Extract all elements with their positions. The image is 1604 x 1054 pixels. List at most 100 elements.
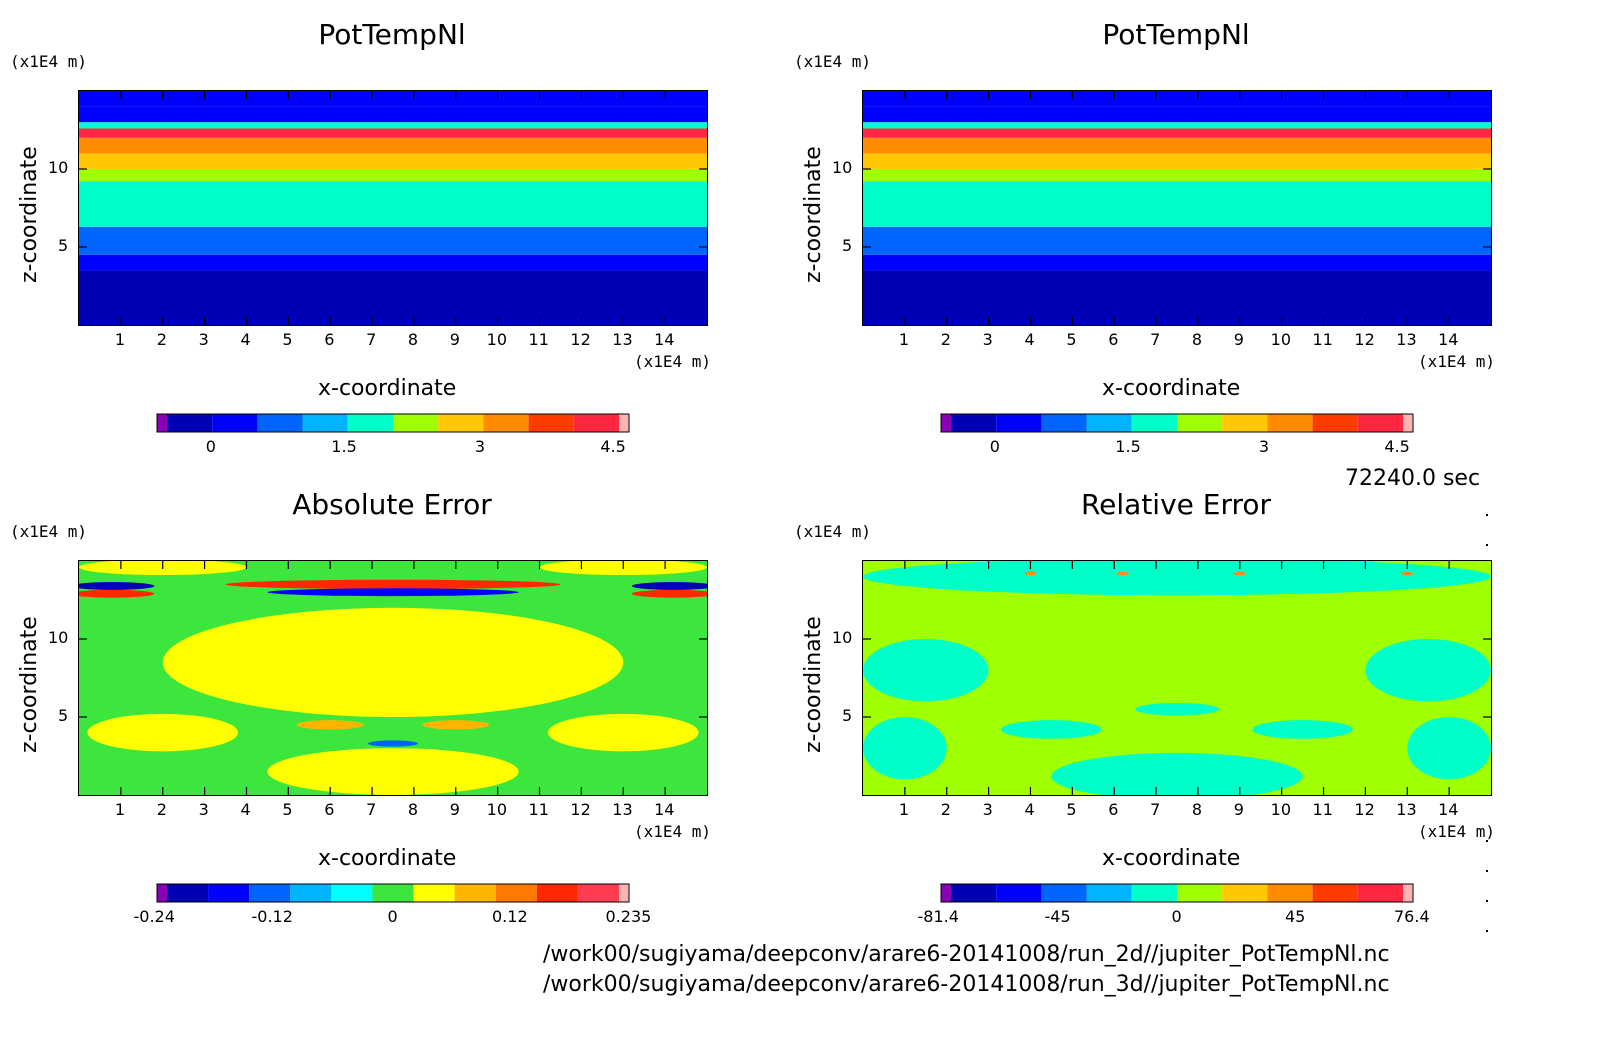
x-tick-label: 4 xyxy=(240,330,251,349)
x-axis-label: x-coordinate xyxy=(1102,846,1241,871)
chart-title: PotTempNl xyxy=(318,18,466,51)
margin-dot xyxy=(1486,870,1488,872)
y-tick-label: 5 xyxy=(842,236,853,255)
x-tick-label: 3 xyxy=(198,330,209,349)
heatmap-band xyxy=(863,122,1491,129)
margin-dot xyxy=(1486,514,1488,516)
colorbar-segment xyxy=(454,884,496,902)
x-tick-label: 5 xyxy=(1066,800,1077,819)
heatmap-band xyxy=(863,254,1491,271)
heatmap-region xyxy=(1407,717,1491,780)
colorbar-segment xyxy=(1131,414,1177,432)
heatmap-region xyxy=(267,588,519,597)
x-tick-label: 12 xyxy=(570,330,591,349)
margin-dot xyxy=(1486,840,1488,842)
x-tick-label: 3 xyxy=(198,800,209,819)
heatmap-band xyxy=(79,122,707,129)
heatmap-region xyxy=(547,713,699,752)
x-axis-unit: (x1E4 m) xyxy=(1418,352,1496,371)
y-tick-label: 10 xyxy=(832,158,853,177)
colorbar-segment xyxy=(1041,414,1087,432)
x-tick-label: 2 xyxy=(156,330,167,349)
y-tick-label: 5 xyxy=(842,706,853,725)
x-tick-label: 10 xyxy=(486,800,508,819)
colorbar-label: 0 xyxy=(1171,907,1182,926)
heatmap-band xyxy=(863,137,1491,154)
x-tick-label: 9 xyxy=(1233,800,1244,819)
x-tick-label: 5 xyxy=(282,800,293,819)
colorbar-segment xyxy=(951,414,997,432)
colorbar-border xyxy=(940,413,1414,433)
colorbar-segment xyxy=(1357,884,1403,902)
colorbar-label: 0.12 xyxy=(492,907,528,926)
heatmap-region xyxy=(1400,571,1414,576)
x-tick-label: 8 xyxy=(407,800,419,819)
heatmap-region xyxy=(1024,571,1037,576)
x-tick-label: 9 xyxy=(449,330,460,349)
colorbar-segment xyxy=(1267,884,1313,902)
colorbar-segment xyxy=(996,884,1042,902)
heatmap-band xyxy=(79,128,707,138)
colorbar-segment xyxy=(1222,884,1268,902)
x-tick-label: 11 xyxy=(1312,800,1333,819)
heatmap-band xyxy=(79,226,707,255)
heatmap-region xyxy=(367,740,419,747)
heatmap-region xyxy=(1135,702,1219,716)
colorbar-segment xyxy=(1403,884,1413,902)
colorbar-border xyxy=(156,413,630,433)
colorbar xyxy=(156,413,630,433)
y-axis-label: z-coordinate xyxy=(801,146,826,283)
x-tick-label: 7 xyxy=(1150,330,1161,349)
colorbar-segment xyxy=(331,884,373,902)
x-tick-label: 13 xyxy=(1396,800,1417,819)
x-tick-label: 2 xyxy=(940,800,951,819)
colorbar-segment xyxy=(483,414,529,432)
y-axis-unit: (x1E4 m) xyxy=(794,52,872,71)
heatmap-region xyxy=(1051,752,1303,795)
heatmap-region xyxy=(863,561,1491,596)
x-tick-label: 13 xyxy=(612,330,633,349)
colorbar-label: 3 xyxy=(1258,437,1269,456)
x-tick-label: 12 xyxy=(1354,330,1375,349)
heatmap-band xyxy=(863,106,1491,123)
colorbar-segment xyxy=(1041,884,1087,902)
colorbar-segment xyxy=(536,884,578,902)
colorbar-label: 3 xyxy=(474,437,485,456)
colorbar-segment xyxy=(212,414,258,432)
x-tick-label: 11 xyxy=(1312,330,1333,349)
colorbar-label: 0 xyxy=(989,437,1000,456)
file-path-2d: /work00/sugiyama/deepconv/arare6-2014100… xyxy=(543,942,1390,967)
heatmap-band xyxy=(79,169,707,182)
heatmap-band xyxy=(863,181,1491,227)
chart-title: PotTempNl xyxy=(1102,18,1250,51)
x-tick-label: 9 xyxy=(1233,330,1244,349)
colorbar-label: 4.5 xyxy=(1384,437,1410,456)
y-axis-unit: (x1E4 m) xyxy=(794,522,872,541)
colorbar-label: 76.4 xyxy=(1394,907,1430,926)
colorbar-label: 0 xyxy=(387,907,398,926)
colorbar-segment xyxy=(941,884,951,902)
colorbar-segment xyxy=(438,414,484,432)
x-tick-label: 4 xyxy=(240,800,251,819)
y-tick-label: 10 xyxy=(48,628,69,647)
colorbar xyxy=(940,413,1414,433)
colorbar-segment xyxy=(1222,414,1268,432)
heatmap-region xyxy=(162,607,624,717)
colorbar-segment xyxy=(302,414,348,432)
heatmap-band xyxy=(863,226,1491,255)
x-tick-label: 2 xyxy=(940,330,951,349)
colorbar-segment xyxy=(1312,414,1358,432)
heatmap-region xyxy=(863,639,989,702)
colorbar-segment xyxy=(167,884,209,902)
heatmap-band xyxy=(79,137,707,154)
colorbar-label: 1.5 xyxy=(1115,437,1141,456)
colorbar-segment xyxy=(1267,414,1313,432)
colorbar-segment xyxy=(257,414,303,432)
colorbar-segment xyxy=(1177,884,1223,902)
heatmap-region xyxy=(225,579,561,590)
x-tick-label: 14 xyxy=(654,800,675,819)
x-tick-label: 11 xyxy=(528,330,549,349)
colorbar-segment xyxy=(996,414,1042,432)
colorbar xyxy=(156,883,630,903)
colorbar-segment xyxy=(249,884,291,902)
